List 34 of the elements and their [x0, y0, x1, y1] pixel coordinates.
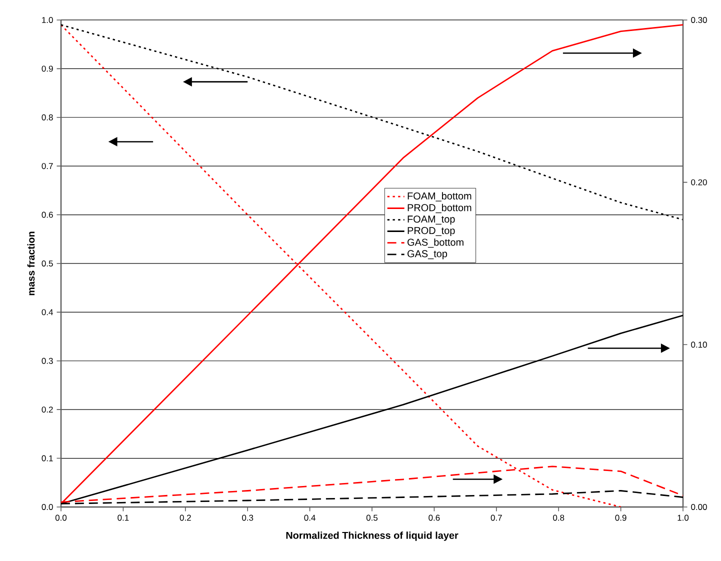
legend-label: GAS_top: [408, 250, 448, 260]
y-axis-title: mass fraction: [27, 232, 35, 296]
legend-label: PROD_top: [408, 227, 455, 236]
y2-tick-label: 0.20: [691, 179, 707, 186]
y2-tick-label: 0.30: [691, 16, 707, 23]
y-tick-label: 0.9: [42, 66, 53, 72]
x-axis-title: Normalized Thickness of liquid layer: [286, 532, 458, 541]
legend-label: FOAM_bottom: [408, 192, 472, 202]
y-tick-label: 0.8: [42, 114, 53, 120]
x-tick-label: 1.0: [678, 514, 689, 521]
y2-tick-label: 0.00: [691, 504, 707, 510]
y-tick-label: 0.3: [42, 358, 53, 364]
x-tick-label: 0.0: [55, 514, 67, 521]
x-tick-label: 0.4: [304, 514, 316, 521]
legend-label: FOAM_top: [408, 216, 455, 225]
y-tick-label: 0.7: [42, 163, 53, 170]
x-tick-label: 0.3: [242, 514, 254, 521]
x-tick-label: 0.6: [428, 514, 440, 521]
y-tick-label: 0.5: [42, 260, 53, 266]
x-tick-label: 0.7: [490, 514, 502, 521]
legend-label: GAS_bottom: [408, 238, 464, 248]
x-tick-label: 0.2: [180, 514, 191, 521]
y-tick-label: 0.1: [42, 455, 53, 462]
legend-label: PROD_bottom: [408, 204, 472, 214]
y2-tick-label: 0.10: [691, 342, 707, 348]
x-tick-label: 0.9: [615, 514, 626, 521]
x-tick-label: 0.8: [553, 514, 564, 521]
y-tick-label: 0.2: [42, 406, 53, 413]
y-tick-label: 0.4: [42, 309, 53, 316]
y-tick-label: 0.0: [42, 504, 53, 510]
x-tick-label: 0.5: [366, 514, 378, 521]
y-tick-label: 0.6: [42, 212, 53, 218]
y-tick-label: 1.0: [42, 16, 53, 23]
x-tick-label: 0.1: [118, 514, 129, 521]
